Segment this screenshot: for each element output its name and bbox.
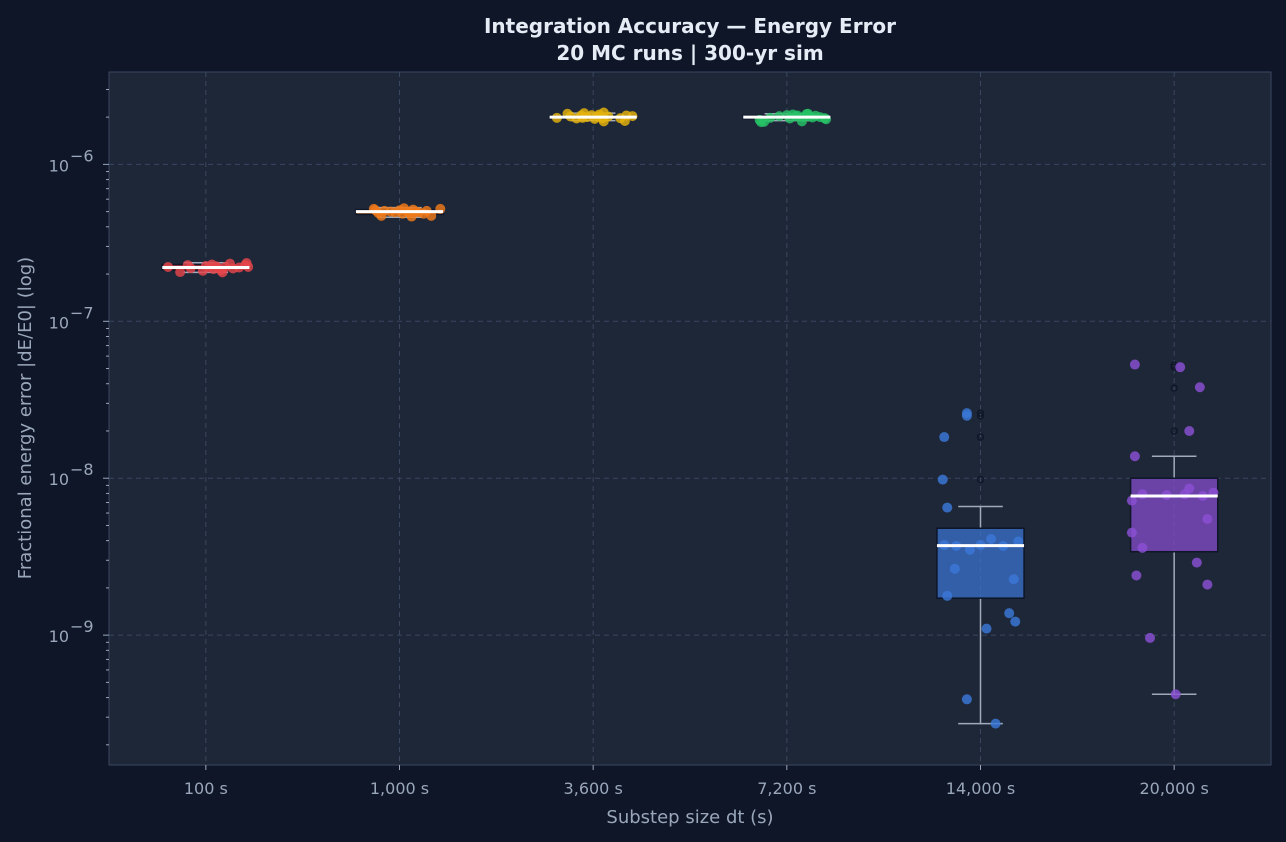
data-point [990,718,1001,729]
y-tick-exponent: −8 [70,460,94,479]
data-point [1126,495,1137,506]
outlier-marker [1170,384,1178,392]
x-tick-label: 7,200 s [757,779,816,798]
x-tick-label: 1,000 s [370,779,429,798]
outlier-marker [1170,427,1178,435]
y-tick-exponent: −6 [70,146,94,165]
data-point [937,474,948,485]
data-point [1126,527,1137,538]
x-tick-labels: 100 s 1,000 s 3,600 s 7,200 s 14,000 s 20,000… [184,765,1209,798]
data-point [1137,489,1148,500]
box-group [742,108,832,128]
data-point [1175,362,1186,373]
data-point [1184,483,1195,494]
outlier-marker [976,475,985,484]
box-group [548,107,638,127]
data-point [1131,570,1142,581]
y-tick-label: 10 [49,156,69,175]
data-point [1202,513,1213,524]
data-point [1129,451,1140,462]
y-tick-labels: 10−910−810−710−6 [49,146,109,646]
y-axis-label: Fractional energy error |dE/E0| (log) [15,257,36,579]
data-point [981,623,992,634]
data-point [1008,574,1019,585]
data-point [1202,579,1213,590]
box-group [936,408,1025,729]
y-tick-label: 10 [49,627,69,646]
data-point [1191,557,1202,568]
chart-subtitle: 20 MC runs | 300-yr sim [556,41,823,65]
box-iqr [936,527,1025,599]
plot-groups [161,107,1219,729]
y-tick-exponent: −7 [70,303,94,322]
data-point [1184,425,1195,436]
data-point [986,533,997,544]
data-point [961,408,972,419]
y-tick-exponent: −9 [70,617,94,636]
y-minor-ticks [106,88,109,746]
y-tick-label: 10 [49,470,69,489]
data-point [942,590,953,601]
data-point [1004,608,1015,619]
data-point [1170,689,1181,700]
data-point [1013,536,1024,547]
data-point [1144,632,1155,643]
box-group [1126,359,1219,700]
box-group [355,203,446,222]
outlier-marker [976,409,985,417]
plot-area [108,71,1272,766]
x-tick-label: 20,000 s [1139,779,1208,798]
data-point [961,694,972,705]
data-point [426,210,437,221]
data-point [1010,616,1021,627]
data-point [964,544,975,555]
data-point [1129,359,1140,370]
data-point [942,502,953,513]
x-tick-label: 3,600 s [564,779,623,798]
data-point [175,267,186,278]
data-point [939,432,950,443]
x-tick-label: 14,000 s [946,779,1015,798]
data-point [1137,542,1148,553]
outlier-marker [976,412,985,420]
box-group [161,258,254,278]
data-point [1194,382,1205,393]
x-axis-label: Substep size dt (s) [606,807,773,828]
outlier-marker [976,433,985,441]
chart-title: Integration Accuracy — Energy Error [484,14,896,38]
data-point [949,563,960,574]
x-tick-label: 100 s [184,779,228,798]
y-tick-label: 10 [49,313,69,332]
